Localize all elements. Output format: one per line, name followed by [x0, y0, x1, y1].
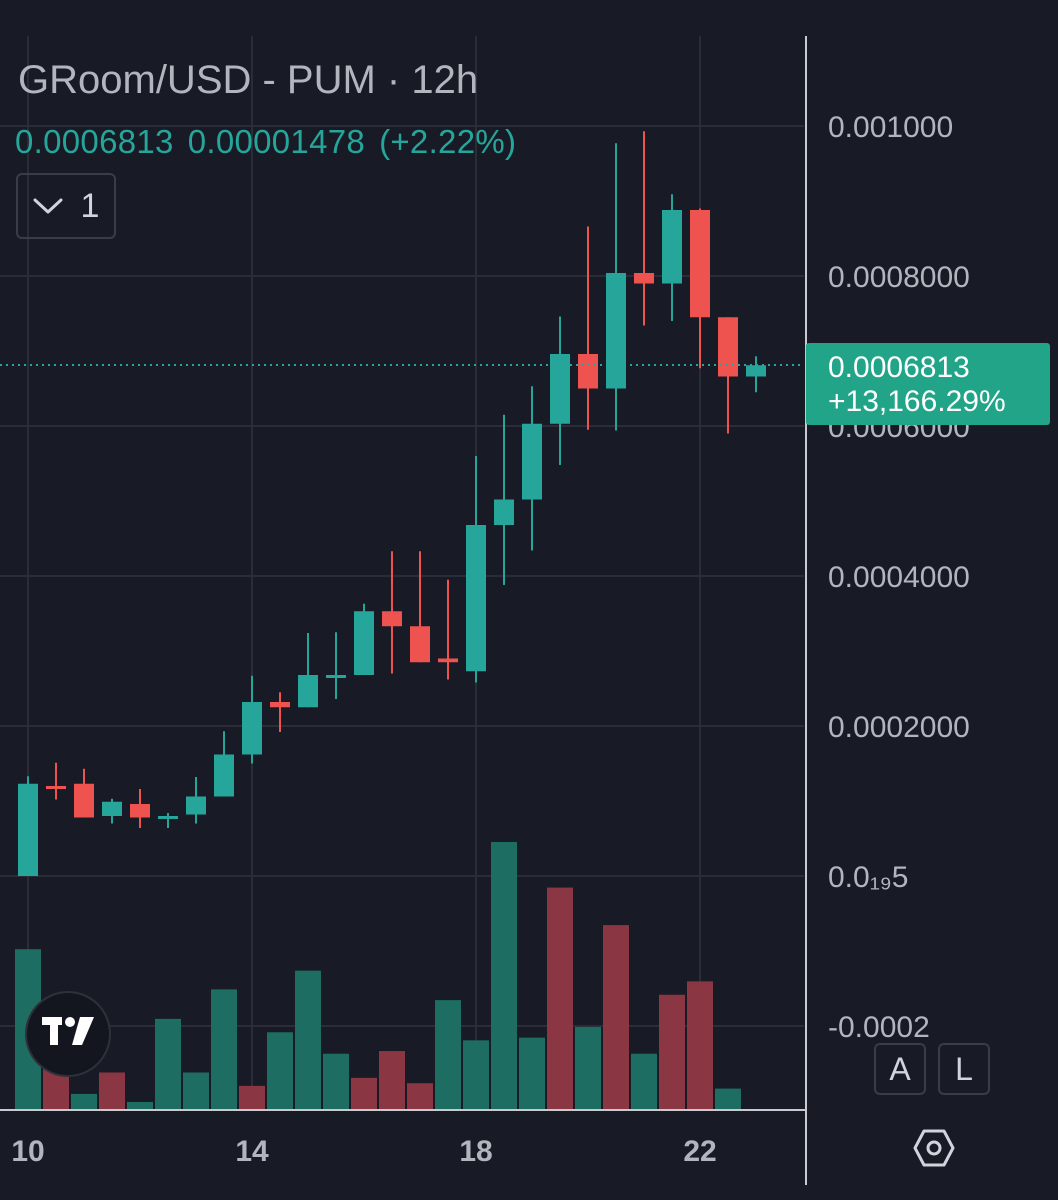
time-tick-label: 22	[683, 1135, 716, 1168]
symbol-title: GRoom/USD - PUM · 12h	[18, 58, 479, 102]
candle-body	[382, 611, 402, 627]
candle-body	[718, 317, 738, 377]
candle-body	[690, 210, 710, 318]
candle-body	[46, 786, 66, 789]
candle-body	[74, 783, 94, 818]
volume-bar	[407, 1083, 433, 1110]
volume-bars	[15, 842, 741, 1110]
price-tag-change: +13,166.29%	[828, 385, 1006, 418]
volume-bar	[127, 1101, 153, 1110]
chart-settings-button[interactable]	[912, 1128, 956, 1172]
candle-body	[298, 675, 318, 708]
tradingview-logo-button[interactable]	[25, 991, 111, 1077]
change-percent: (+2.22%)	[379, 123, 517, 160]
volume-bar	[295, 970, 321, 1110]
volume-bar	[659, 994, 685, 1110]
volume-bar	[99, 1072, 125, 1110]
last-price-label: 0.0006813 +13,166.29%	[806, 343, 1050, 425]
candle-body	[578, 354, 598, 389]
time-axis[interactable]: 10 14 18 22	[11, 1135, 716, 1168]
volume-bar	[631, 1053, 657, 1110]
volume-bar	[239, 1085, 265, 1110]
volume-bar	[547, 887, 573, 1110]
price-axis[interactable]: 0.0010000.00080000.00060000.00040000.000…	[828, 111, 970, 1044]
price-tick-label: 0.001000	[828, 111, 953, 144]
volume-bar	[267, 1032, 293, 1110]
candle-body	[326, 675, 346, 678]
volume-bar	[183, 1072, 209, 1110]
candle-body	[102, 801, 122, 816]
candle-body	[438, 658, 458, 663]
candle-body	[606, 273, 626, 389]
price-tick-label: 0.0008000	[828, 261, 970, 294]
candle-body	[158, 816, 178, 819]
time-tick-label: 10	[11, 1135, 44, 1168]
volume-bar	[491, 842, 517, 1110]
candle-body	[130, 804, 150, 818]
settings-hexagon-icon	[913, 1129, 955, 1172]
price-tick-label: -0.0002	[828, 1011, 930, 1044]
log-scale-button[interactable]: L	[938, 1043, 990, 1095]
candle-body	[270, 702, 290, 708]
candle-body	[242, 702, 262, 755]
volume-bar	[211, 989, 237, 1110]
volume-bar	[155, 1018, 181, 1110]
indicator-count: 1	[80, 186, 100, 225]
indicators-collapse-button[interactable]: 1	[16, 173, 116, 239]
volume-bar	[379, 1051, 405, 1110]
volume-bar	[435, 1000, 461, 1110]
candle-body	[466, 525, 486, 672]
tradingview-logo-icon	[42, 1016, 94, 1052]
price-tick-label: 0.0₁₉5	[828, 861, 908, 894]
candle-body	[354, 611, 374, 675]
candle-body	[522, 423, 542, 500]
change-value: 0.00001478	[187, 123, 366, 160]
price-change-readout: 0.0006813 0.00001478 (+2.22%)	[15, 123, 530, 161]
volume-bar	[687, 981, 713, 1110]
candle-body	[410, 626, 430, 663]
time-tick-label: 14	[235, 1135, 269, 1168]
candle-body	[662, 210, 682, 284]
candle-body	[634, 273, 654, 284]
auto-scale-button[interactable]: A	[874, 1043, 926, 1095]
candle-body	[494, 499, 514, 525]
price-tick-label: 0.0004000	[828, 561, 970, 594]
candle-body	[18, 783, 38, 876]
volume-bar	[323, 1053, 349, 1110]
price-tick-label: 0.0002000	[828, 711, 970, 744]
volume-bar	[603, 925, 629, 1110]
last-price-value: 0.0006813	[15, 123, 174, 160]
candle-body	[746, 365, 766, 377]
candle-body	[186, 796, 206, 815]
price-tag-value: 0.0006813	[828, 351, 970, 384]
chevron-down-icon	[33, 197, 63, 215]
grid-lines	[0, 36, 804, 1110]
volume-bar	[519, 1037, 545, 1110]
volume-bar	[715, 1088, 741, 1110]
volume-bar	[463, 1040, 489, 1110]
volume-bar	[351, 1077, 377, 1110]
time-tick-label: 18	[459, 1135, 492, 1168]
candle-body	[214, 754, 234, 797]
volume-bar	[71, 1093, 97, 1110]
candle-body	[550, 354, 570, 424]
candlesticks	[18, 131, 766, 876]
volume-bar	[575, 1026, 601, 1110]
